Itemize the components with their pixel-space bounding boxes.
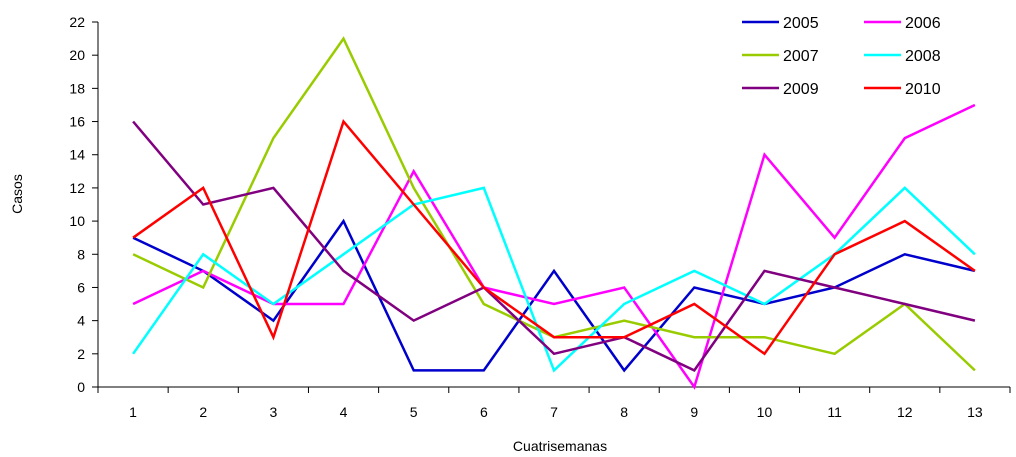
y-tick-label: 8 <box>77 246 85 262</box>
legend-label: 2007 <box>783 48 819 65</box>
x-tick-label: 13 <box>967 404 983 420</box>
x-tick-label: 6 <box>480 404 488 420</box>
y-tick-label: 16 <box>69 114 85 130</box>
legend-item-2007: 2007 <box>742 48 819 65</box>
y-axis: 0 2 4 6 8 10 12 14 16 18 20 22 <box>69 14 99 395</box>
y-axis-title: Casos <box>9 174 25 214</box>
legend-item-2009: 2009 <box>742 81 819 98</box>
legend: 2005 2006 2007 2008 2009 2010 <box>742 15 941 98</box>
x-tick-label: 7 <box>550 404 558 420</box>
x-axis: 1 2 3 4 5 6 7 8 9 10 11 12 13 <box>97 386 1011 420</box>
x-tick-label: 9 <box>690 404 698 420</box>
x-tick-label: 2 <box>199 404 207 420</box>
legend-item-2005: 2005 <box>742 15 819 32</box>
y-tick-label: 6 <box>77 279 85 295</box>
y-tick-label: 18 <box>69 80 85 96</box>
x-tick-label: 3 <box>269 404 277 420</box>
series-line-2009 <box>132 120 976 372</box>
y-tick-label: 14 <box>69 147 85 163</box>
legend-item-2010: 2010 <box>864 81 941 98</box>
x-tick-label: 4 <box>340 404 348 420</box>
x-tick-label: 11 <box>827 404 842 420</box>
series-line-2010 <box>132 118 976 356</box>
x-tick-label: 5 <box>410 404 418 420</box>
y-tick-label: 12 <box>69 180 85 196</box>
legend-item-2008: 2008 <box>864 48 941 65</box>
y-tick-label: 20 <box>69 47 85 63</box>
x-tick-label: 10 <box>757 404 773 420</box>
legend-item-2006: 2006 <box>864 15 941 32</box>
legend-label: 2006 <box>905 15 941 32</box>
legend-label: 2005 <box>783 15 819 32</box>
y-tick-label: 22 <box>69 14 85 30</box>
y-tick-label: 4 <box>77 313 85 329</box>
y-tick-label: 10 <box>69 213 85 229</box>
x-axis-title: Cuatrisemanas <box>513 438 607 454</box>
legend-label: 2009 <box>783 81 819 98</box>
legend-label: 2008 <box>905 48 941 65</box>
y-tick-label: 0 <box>77 379 85 395</box>
series-line-2005 <box>132 218 976 373</box>
y-tick-label: 2 <box>77 346 85 362</box>
x-tick-label: 8 <box>620 404 628 420</box>
legend-label: 2010 <box>905 81 941 98</box>
x-tick-label: 12 <box>897 404 913 420</box>
series-lines <box>132 36 976 390</box>
x-tick-label: 1 <box>129 404 137 420</box>
series-line-2007 <box>132 36 976 372</box>
